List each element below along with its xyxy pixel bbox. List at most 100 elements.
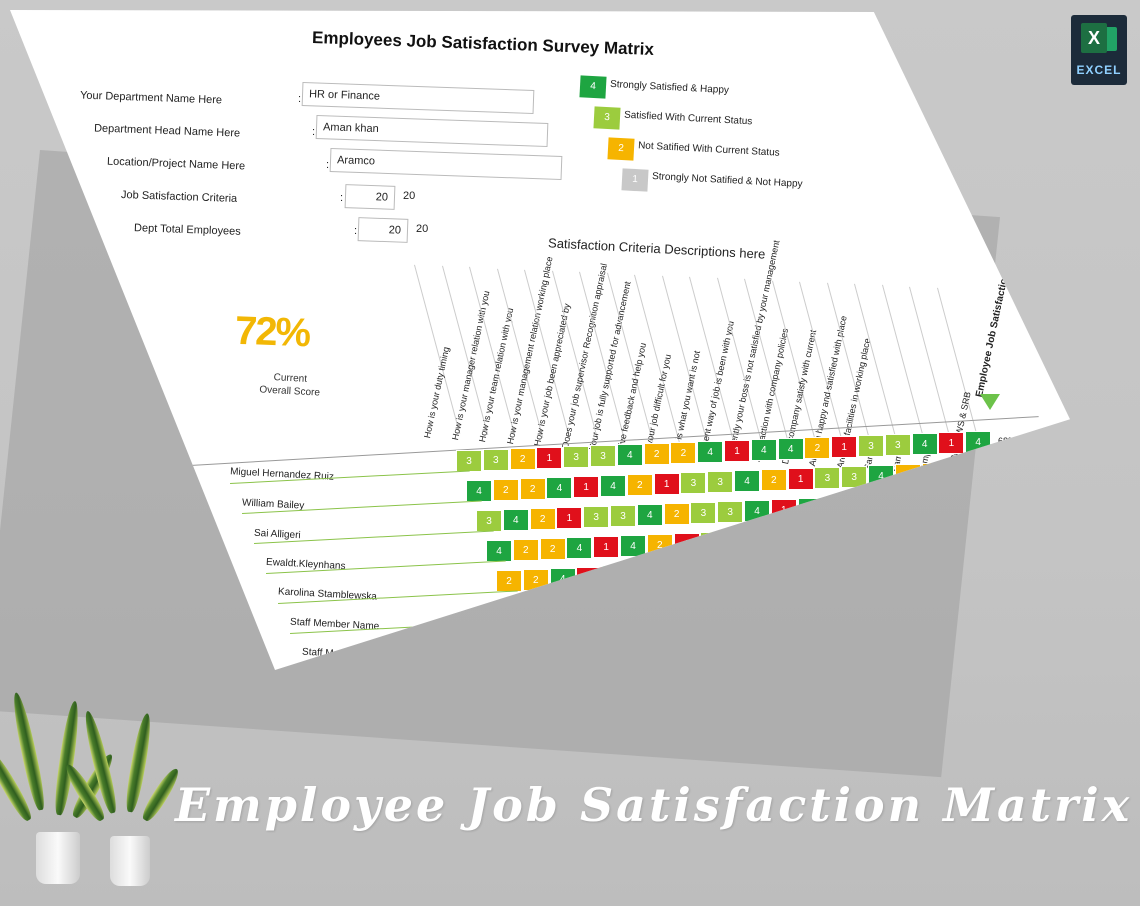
- sheet-title: Employees Job Satisfaction Survey Matrix: [311, 28, 655, 59]
- score-cell[interactable]: 4: [1015, 581, 1042, 603]
- employee-name[interactable]: Sai Alligeri: [253, 527, 301, 542]
- score-cell[interactable]: 1: [831, 436, 858, 458]
- score-cell[interactable]: 4: [998, 612, 1025, 634]
- row-score-percent: 68%: [998, 436, 1017, 446]
- score-cell[interactable]: 3: [707, 471, 734, 493]
- score-cell[interactable]: 4: [971, 613, 998, 635]
- score-cell[interactable]: 4: [620, 535, 646, 557]
- field-input[interactable]: HR or Finance: [301, 81, 535, 115]
- field-colon: :: [340, 192, 344, 204]
- score-cell[interactable]: 3: [858, 435, 884, 457]
- field-colon: :: [326, 159, 330, 171]
- field-input[interactable]: 20: [357, 217, 409, 243]
- field-extra-value: 20: [416, 223, 429, 235]
- score-cell[interactable]: 3: [482, 449, 509, 471]
- score-cell[interactable]: 2: [760, 469, 787, 491]
- score-cell[interactable]: 1: [938, 432, 965, 454]
- score-cell[interactable]: 3: [456, 450, 482, 472]
- score-cell[interactable]: 1: [995, 521, 1022, 543]
- score-cell[interactable]: 4: [734, 470, 760, 492]
- score-cell[interactable]: 4: [965, 431, 992, 453]
- score-cell[interactable]: 4: [600, 475, 626, 497]
- score-cell[interactable]: 3: [590, 445, 616, 467]
- score-cell[interactable]: 2: [539, 538, 566, 560]
- score-cell[interactable]: 3: [583, 506, 610, 528]
- score-header: Employee Job Satisfaction Score %: [974, 230, 1021, 399]
- score-cell[interactable]: 3: [690, 502, 717, 524]
- score-cell[interactable]: 3: [610, 505, 636, 527]
- score-cell[interactable]: 4: [988, 582, 1015, 604]
- score-cell[interactable]: 2: [643, 443, 670, 465]
- score-cell[interactable]: 4: [616, 444, 643, 466]
- field-colon: :: [298, 93, 302, 105]
- score-cell[interactable]: 4: [750, 439, 777, 461]
- field-extra-value: 20: [403, 190, 416, 202]
- field-input[interactable]: 20: [344, 184, 396, 210]
- excel-badge-label: EXCEL: [1076, 63, 1122, 77]
- score-cell[interactable]: 2: [519, 478, 546, 500]
- score-cell[interactable]: 4: [777, 438, 804, 460]
- score-cell[interactable]: 3: [717, 501, 744, 523]
- score-cell[interactable]: 4: [697, 441, 724, 463]
- score-cell[interactable]: 4: [636, 504, 663, 526]
- score-cell[interactable]: 1: [556, 507, 583, 529]
- score-cell[interactable]: 3: [884, 434, 911, 456]
- score-cell[interactable]: 3: [563, 446, 590, 468]
- score-cell[interactable]: 2: [670, 442, 697, 464]
- field-label: Job Satisfaction Criteria: [120, 188, 238, 206]
- field-input[interactable]: Aramco: [329, 147, 563, 181]
- score-cell[interactable]: 4: [502, 509, 529, 531]
- score-cell[interactable]: 2: [496, 570, 522, 592]
- legend-label: Strongly Not Satified & Not Happy: [651, 171, 803, 190]
- legend-swatch: 2: [607, 137, 635, 161]
- score-cell[interactable]: 4: [968, 522, 995, 544]
- score-cell[interactable]: 1: [1025, 611, 1052, 633]
- score-cell[interactable]: 2: [512, 539, 539, 561]
- score-cell[interactable]: 1: [593, 536, 620, 558]
- score-cell[interactable]: 4: [566, 537, 593, 559]
- row-score-percent: 70%: [1038, 556, 1057, 566]
- legend-swatch: 1: [621, 168, 649, 192]
- excel-logo: X EXCEL: [1071, 15, 1127, 85]
- score-cell[interactable]: 4: [911, 433, 938, 455]
- score-cell[interactable]: 1: [975, 461, 1002, 483]
- score-cell[interactable]: 3: [476, 510, 502, 532]
- plant-pot-icon: [110, 836, 150, 886]
- overall-caption-label: Overall Score: [259, 384, 321, 399]
- score-cell[interactable]: 1: [985, 491, 1012, 513]
- legend-swatch: 4: [579, 75, 607, 99]
- score-cell[interactable]: 2: [492, 479, 519, 501]
- row-score-percent: 65%: [1008, 466, 1027, 476]
- score-cell[interactable]: 3: [814, 467, 841, 489]
- score-cell[interactable]: 4: [546, 477, 573, 499]
- field-colon: :: [312, 126, 316, 138]
- score-cell[interactable]: 2: [663, 503, 690, 525]
- score-cell[interactable]: 2: [804, 437, 831, 459]
- field-label: Location/Project Name Here: [106, 155, 246, 173]
- score-cell[interactable]: 1: [978, 552, 1005, 574]
- field-label: Your Department Name Here: [79, 89, 223, 107]
- criteria-title: Satisfaction Criteria Descriptions here: [547, 235, 766, 262]
- score-cell[interactable]: 1: [787, 468, 814, 490]
- row-score-percent: 65%: [1028, 526, 1047, 536]
- score-cell[interactable]: 4: [1005, 551, 1032, 573]
- score-cell[interactable]: 3: [680, 472, 707, 494]
- score-cell[interactable]: 2: [626, 474, 653, 496]
- score-cell[interactable]: 1: [653, 473, 680, 495]
- field-label: Dept Total Employees: [133, 222, 241, 238]
- score-cell[interactable]: 1: [536, 447, 563, 469]
- score-cell[interactable]: 2: [509, 448, 536, 470]
- score-cell[interactable]: 2: [529, 508, 556, 530]
- legend-label: Strongly Satisfied & Happy: [609, 78, 730, 97]
- overall-score-value: 72%: [234, 308, 310, 356]
- excel-x-icon: X: [1081, 23, 1107, 53]
- score-cell[interactable]: 1: [573, 476, 600, 498]
- score-cell[interactable]: 1: [724, 440, 750, 462]
- field-input[interactable]: Aman khan: [315, 114, 549, 148]
- legend-label: Satisfied With Current Status: [623, 109, 753, 128]
- score-cell[interactable]: 4: [486, 540, 512, 562]
- score-cell[interactable]: 4: [961, 583, 988, 605]
- overall-score-caption: Current Overall Score: [254, 370, 325, 400]
- score-cell[interactable]: 4: [466, 480, 492, 502]
- row-score-percent: 69%: [1018, 496, 1037, 506]
